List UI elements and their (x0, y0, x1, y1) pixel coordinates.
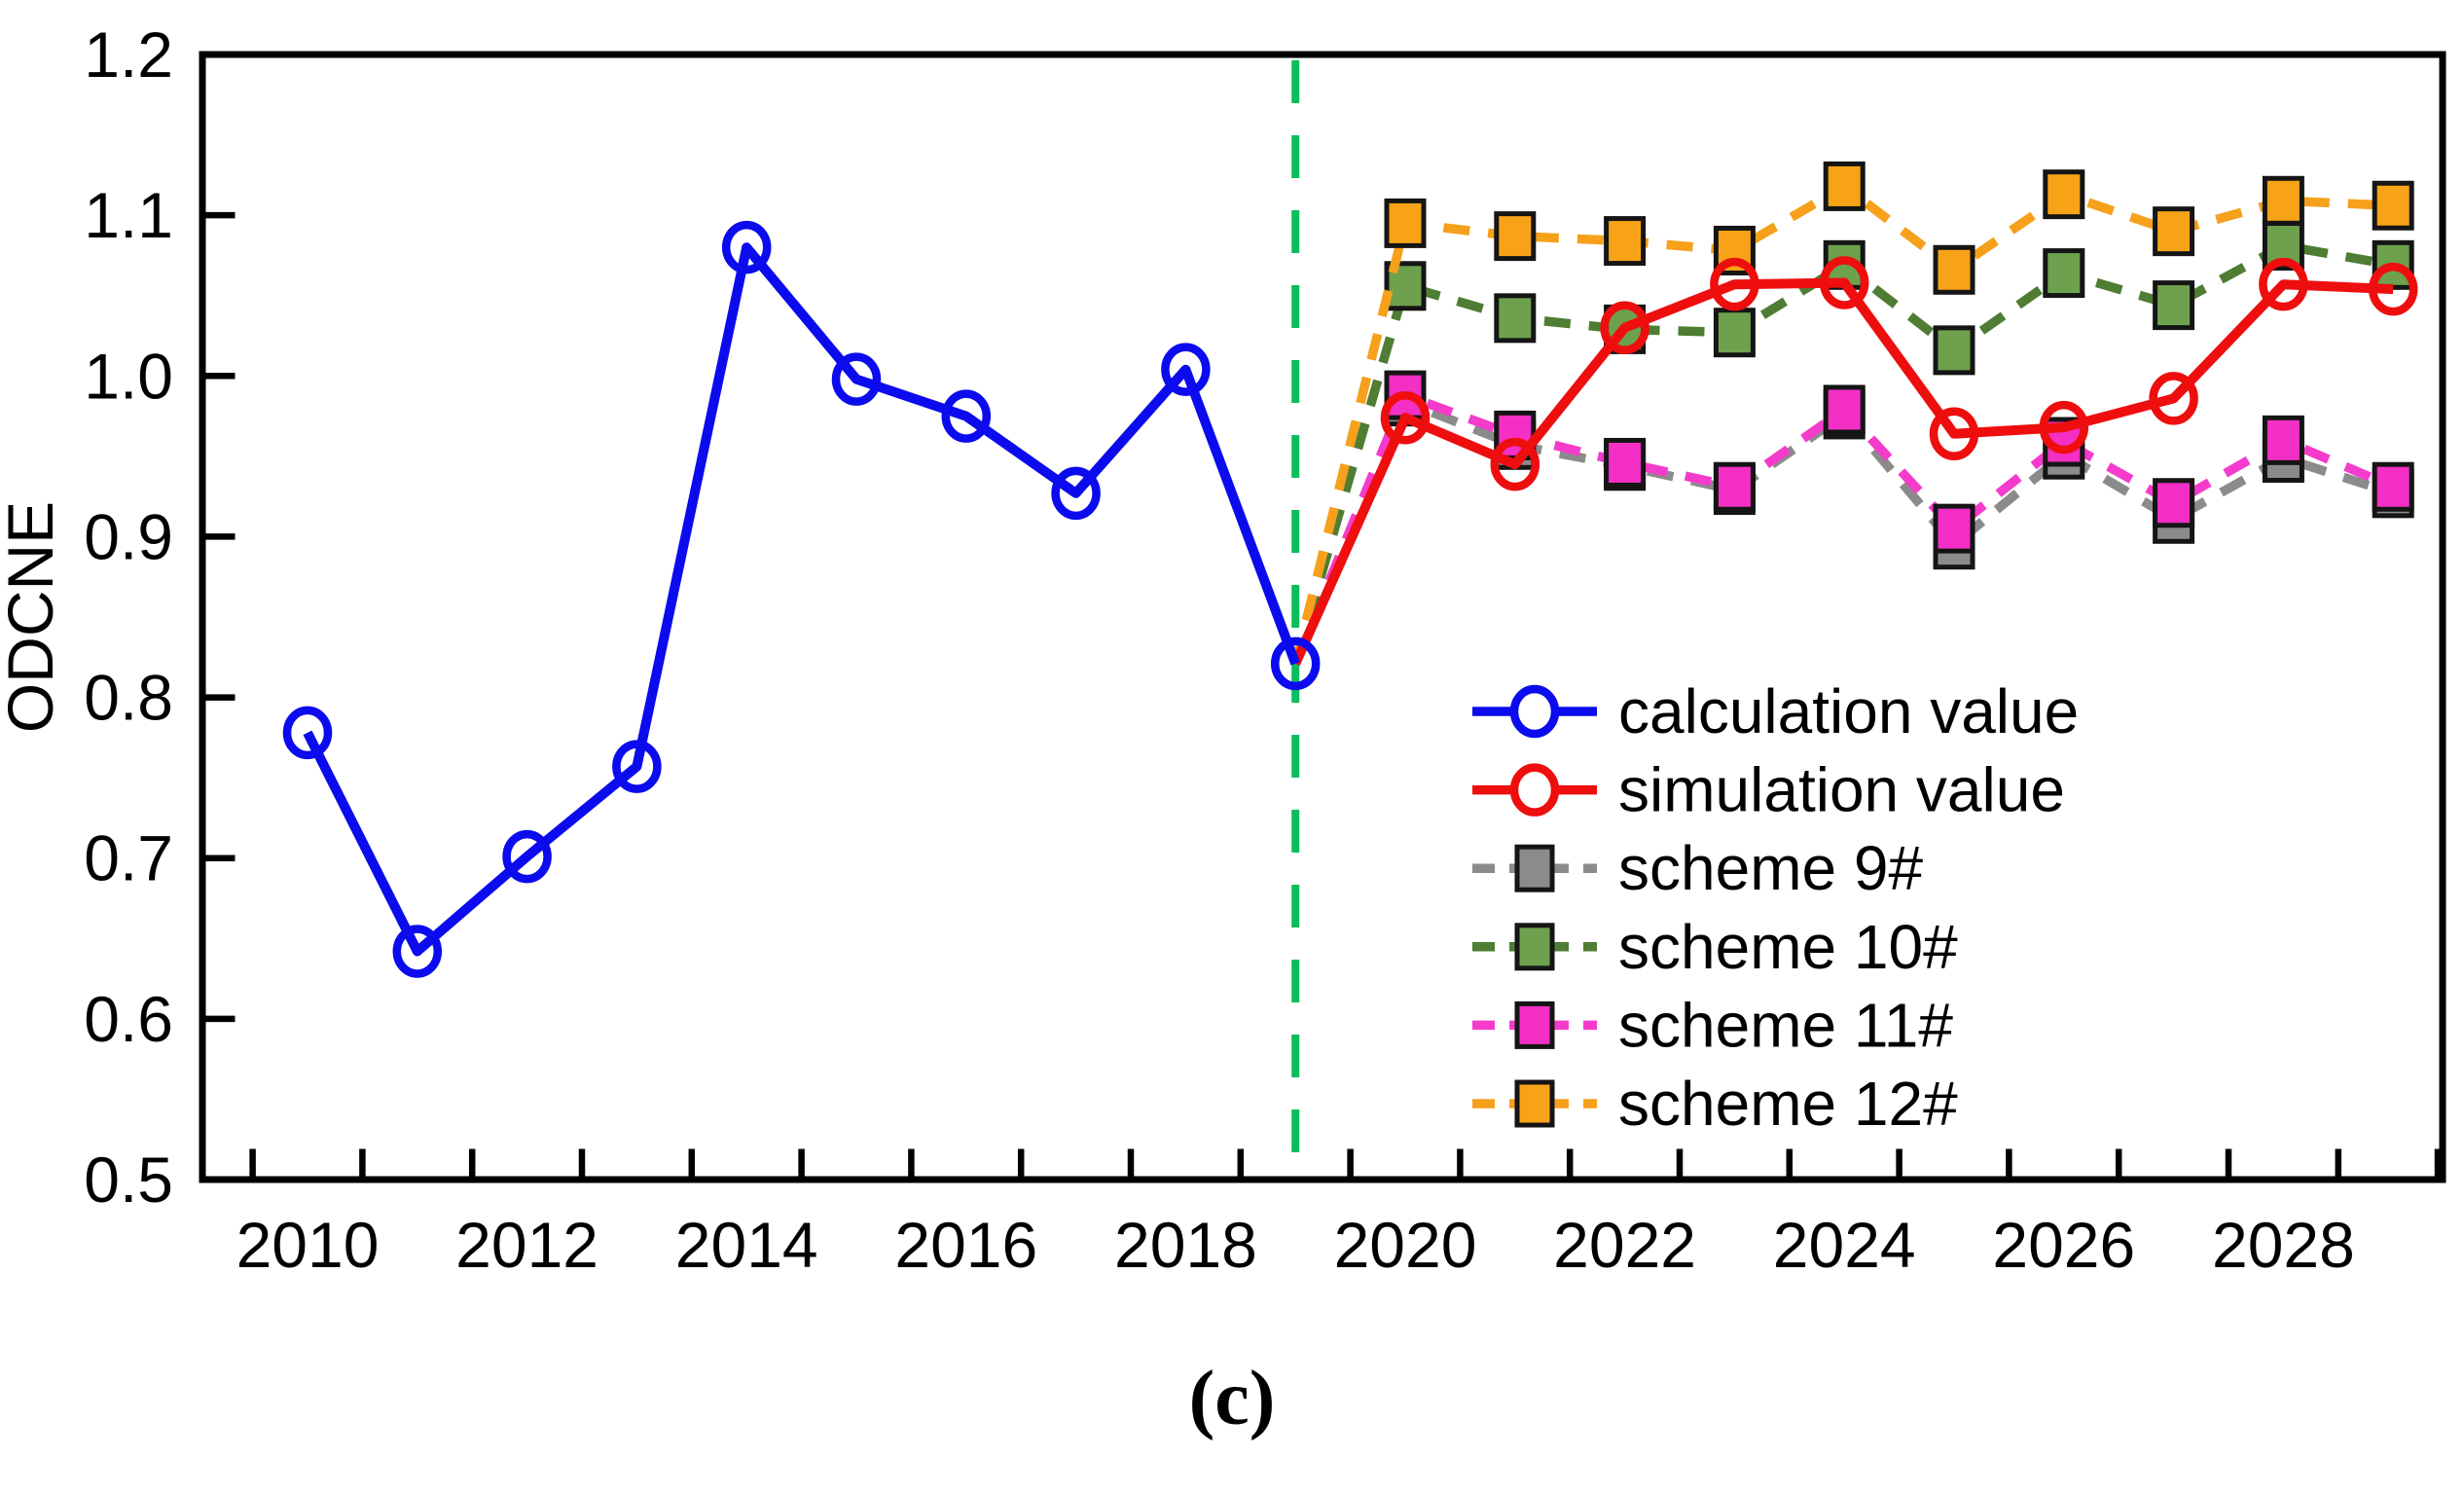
legend-label-scheme-10: scheme 10# (1618, 912, 1958, 982)
legend-label-simulation-value: simulation value (1618, 755, 2065, 825)
y-tick-label: 0.5 (84, 1144, 173, 1216)
marker-calculation-value (831, 352, 882, 406)
marker-scheme-10 (2153, 280, 2195, 331)
marker-simulation-value (2039, 400, 2089, 455)
marker-calculation-value (612, 740, 662, 793)
legend-marker-scheme-11 (1514, 1000, 1555, 1049)
marker-scheme-11 (2372, 461, 2414, 512)
x-tick-label: 2012 (455, 1209, 598, 1281)
legend-marker-scheme-12 (1514, 1079, 1555, 1128)
x-tick-label: 2020 (1334, 1209, 1477, 1281)
y-tick-label: 1.1 (84, 179, 173, 251)
y-tick-label: 0.6 (84, 983, 173, 1055)
x-tick-label: 2016 (894, 1209, 1037, 1281)
marker-simulation-value (1710, 257, 1759, 311)
marker-calculation-value (1270, 636, 1321, 691)
legend-marker-scheme-10 (1514, 923, 1555, 971)
marker-scheme-11 (2262, 415, 2304, 465)
marker-calculation-value (502, 829, 552, 884)
y-tick-label: 0.7 (84, 822, 173, 894)
marker-scheme-11 (1823, 384, 1866, 435)
series-line-calculation-value (303, 242, 1300, 957)
x-tick-label: 2024 (1773, 1209, 1916, 1281)
marker-scheme-10 (1933, 325, 1975, 376)
marker-scheme-12 (1604, 216, 1647, 267)
legend-marker-simulation-value (1509, 763, 1560, 817)
marker-scheme-11 (1604, 437, 1647, 488)
marker-scheme-12 (1494, 211, 1537, 262)
marker-scheme-12 (1933, 244, 1975, 295)
y-tick-label: 0.9 (84, 500, 173, 572)
x-tick-label: 2022 (1553, 1209, 1696, 1281)
marker-scheme-10 (2043, 248, 2085, 299)
marker-simulation-value (1819, 256, 1869, 309)
x-tick-label: 2010 (236, 1209, 380, 1281)
marker-calculation-value (941, 389, 992, 443)
marker-simulation-value (1600, 301, 1649, 354)
marker-scheme-10 (1713, 308, 1756, 358)
marker-simulation-value (2149, 372, 2198, 425)
marker-scheme-11 (1933, 503, 1975, 554)
marker-simulation-value (2368, 262, 2418, 316)
marker-simulation-value (2259, 257, 2308, 311)
legend-label-scheme-9: scheme 9# (1618, 833, 1923, 903)
y-tick-label: 0.8 (84, 662, 173, 734)
marker-simulation-value (1490, 437, 1540, 491)
plot-border (199, 51, 2446, 1183)
legend-label-scheme-11: scheme 11# (1618, 990, 1953, 1060)
marker-scheme-12 (2043, 169, 2085, 220)
marker-scheme-11 (1713, 461, 1756, 512)
marker-calculation-value (1051, 466, 1101, 521)
x-tick-label: 2018 (1114, 1209, 1257, 1281)
y-tick-label: 1.2 (84, 18, 173, 91)
marker-scheme-11 (2153, 478, 2195, 528)
x-tick-label: 2014 (675, 1209, 818, 1281)
series-line-simulation-value (1290, 277, 2394, 666)
y-tick-label: 1.0 (84, 340, 173, 412)
marker-calculation-value (282, 706, 333, 760)
legend-marker-scheme-9 (1514, 844, 1555, 892)
legend-label-calculation-value: calculation value (1618, 676, 2079, 746)
marker-calculation-value (1161, 343, 1211, 396)
y-axis-title: ODCNE (0, 501, 66, 733)
marker-calculation-value (392, 925, 443, 978)
marker-simulation-value (1380, 390, 1431, 445)
marker-simulation-value (1929, 407, 1979, 460)
figure-caption: (c) (1188, 1356, 1276, 1441)
marker-scheme-10 (1494, 293, 1537, 344)
marker-calculation-value (721, 220, 772, 274)
marker-scheme-12 (2372, 180, 2414, 231)
marker-scheme-12 (1384, 198, 1427, 248)
marker-scheme-12 (2262, 175, 2304, 226)
legend-label-scheme-12: scheme 12# (1618, 1069, 1958, 1139)
legend-marker-calculation-value (1509, 684, 1560, 739)
x-tick-label: 2028 (2212, 1209, 2355, 1281)
marker-scheme-12 (2153, 206, 2195, 257)
marker-scheme-12 (1823, 161, 1866, 211)
x-tick-label: 2026 (1992, 1209, 2135, 1281)
series-line-scheme-9 (1290, 396, 2395, 666)
